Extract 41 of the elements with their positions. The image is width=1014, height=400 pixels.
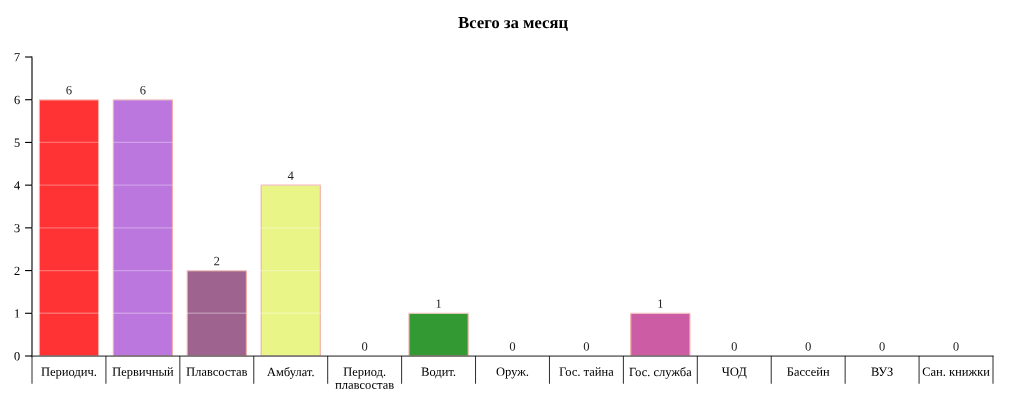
data-label: 1 — [658, 299, 663, 308]
bar — [260, 184, 321, 356]
data-label: 0 — [362, 342, 368, 351]
data-label: 0 — [509, 342, 516, 351]
x-tick-label: Период. плавсостав — [335, 367, 394, 389]
y-tick-label: 2 — [14, 266, 20, 275]
data-label: 6 — [140, 86, 146, 95]
data-label: 0 — [583, 342, 590, 351]
x-tick-label: Гос. служба — [629, 367, 692, 379]
bar — [112, 99, 174, 356]
x-tick-label: Водит. — [421, 367, 456, 379]
x-tick-label: ВУЗ — [871, 367, 893, 376]
data-label: 4 — [287, 171, 294, 180]
x-tick-label: Амбулат. — [267, 367, 314, 379]
data-label: 6 — [66, 86, 72, 95]
data-label: 0 — [879, 342, 885, 351]
x-tick-label: Бассейн — [787, 367, 830, 376]
y-tick-label: 7 — [14, 53, 20, 62]
bar — [408, 312, 469, 356]
data-label: 1 — [436, 299, 441, 308]
y-tick-label: 1 — [15, 309, 20, 318]
x-tick-label: ЧОД — [721, 367, 747, 379]
x-tick-label: Сан. книжки — [922, 367, 990, 376]
data-label: 2 — [214, 256, 220, 266]
bar — [38, 99, 100, 356]
y-tick-label: 6 — [14, 95, 20, 105]
y-tick-label: 3 — [14, 223, 20, 233]
bar — [630, 312, 691, 356]
bar — [186, 270, 247, 356]
y-tick-label: 4 — [14, 181, 20, 190]
x-tick-label: Плавсостав — [186, 367, 248, 376]
x-tick-label: Периодич. — [41, 367, 97, 379]
chart-title: Всего за месяц — [458, 17, 568, 31]
x-tick-label: Первичный — [112, 367, 174, 379]
data-label: 0 — [805, 342, 811, 351]
data-label: 0 — [731, 342, 737, 351]
x-tick-label: Гос. тайна — [559, 367, 614, 376]
x-tick-label: Оруж. — [496, 367, 529, 379]
y-tick-label: 5 — [14, 138, 20, 147]
data-label: 0 — [953, 342, 959, 351]
y-tick-label: 0 — [14, 352, 20, 361]
